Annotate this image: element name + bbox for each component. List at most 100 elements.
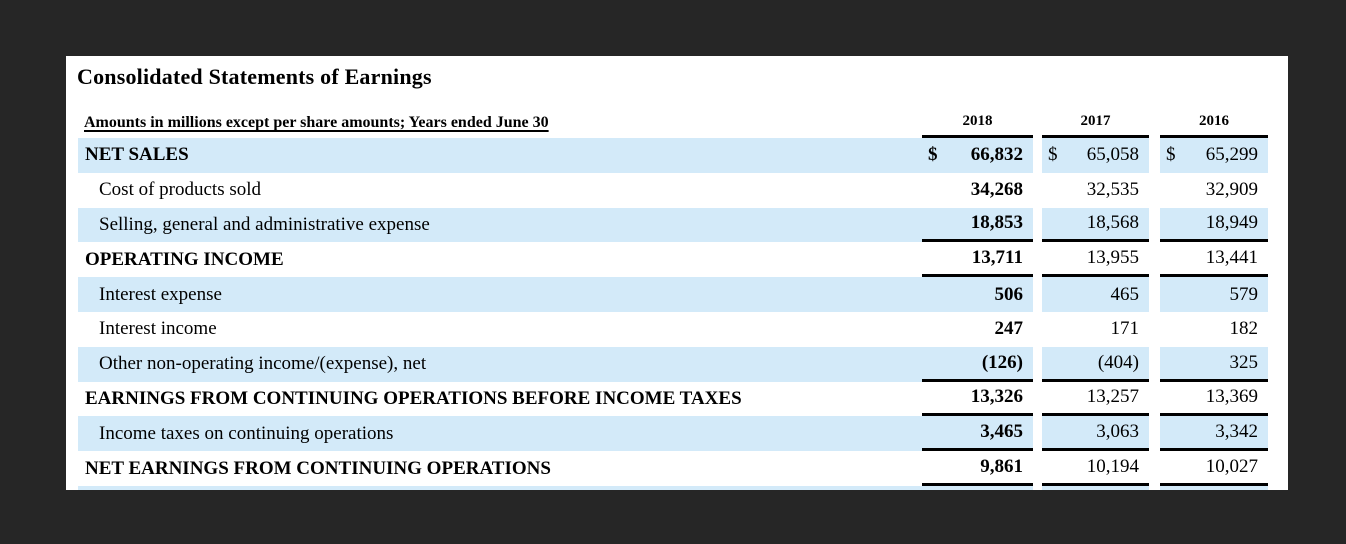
cell-value: 247: [994, 318, 1024, 340]
cell-2017: 465: [1042, 277, 1149, 312]
cell-2018: [922, 485, 1033, 490]
column-gap: [1149, 451, 1160, 486]
column-header-2016: 2016: [1160, 113, 1268, 138]
cell-2017: 18,568: [1042, 207, 1149, 243]
column-gap: [1149, 277, 1160, 312]
cell-value: 13,257: [1086, 386, 1139, 408]
cell-value: 506: [994, 283, 1024, 305]
cell-2016: 18,949: [1160, 207, 1268, 243]
cell-2018: 13,711: [922, 242, 1033, 278]
cell-2017: (404): [1042, 346, 1149, 382]
cell-2018: 34,268: [922, 173, 1033, 208]
cell-2018: (126): [922, 346, 1033, 382]
cell-value: 9,861: [980, 456, 1023, 478]
cell-value: 18,568: [1086, 212, 1139, 234]
cell-2018: 9,861: [922, 451, 1033, 486]
row-label: [78, 485, 922, 490]
column-gap: [1033, 485, 1042, 490]
cell-2016: 3,342: [1160, 416, 1268, 452]
cell-2017: 3,063: [1042, 416, 1149, 452]
table-header-row: Amounts in millions except per share amo…: [78, 96, 1268, 138]
column-gap: [1033, 346, 1042, 382]
cell-value: (126): [981, 351, 1023, 373]
table-row-other-non-operating: Other non-operating income/(expense), ne…: [78, 346, 1268, 382]
cell-value: 182: [1229, 318, 1259, 340]
cell-value: 65,299: [1205, 144, 1258, 166]
column-gap: [1149, 485, 1160, 490]
cell-value: 10,194: [1086, 456, 1139, 478]
row-label: OPERATING INCOME: [85, 248, 284, 270]
cell-value: 18,949: [1205, 212, 1258, 234]
row-label: NET SALES: [78, 138, 922, 173]
cell-2017: [1042, 485, 1149, 490]
cell-value: 13,955: [1086, 247, 1139, 269]
cell-2017: 10,194: [1042, 451, 1149, 486]
column-gap: [1149, 381, 1160, 417]
row-label: Income taxes on continuing operations: [78, 416, 922, 452]
cell-value: 579: [1229, 283, 1259, 305]
table-row-earnings-before-income-taxes: EARNINGS FROM CONTINUING OPERATIONS BEFO…: [78, 381, 1268, 417]
cell-value: 3,063: [1096, 421, 1139, 443]
cell-value: 10,027: [1205, 456, 1258, 478]
table-row-net-earnings-continuing: NET EARNINGS FROM CONTINUING OPERATIONS …: [78, 451, 1268, 486]
cell-value: 13,326: [970, 386, 1023, 408]
cell-value: (404): [1097, 351, 1139, 373]
column-gap: [1033, 242, 1042, 278]
row-label: Cost of products sold: [99, 179, 262, 201]
table-row-operating-income: OPERATING INCOME 13,711 13,955 13,441: [78, 242, 1268, 278]
column-header-2017: 2017: [1042, 113, 1149, 138]
column-gap: [1033, 172, 1042, 208]
row-label: Other non-operating income/(expense), ne…: [78, 346, 922, 382]
cell-2016: 10,027: [1160, 451, 1268, 486]
column-gap: [1149, 138, 1160, 173]
cell-value: 32,909: [1205, 179, 1258, 201]
cell-2017: 32,535: [1042, 173, 1149, 208]
cell-2017: 13,257: [1042, 382, 1149, 417]
column-gap: [1033, 138, 1042, 173]
row-label: Selling, general and administrative expe…: [78, 207, 922, 243]
row-label: EARNINGS FROM CONTINUING OPERATIONS BEFO…: [85, 387, 742, 409]
financial-statement-page: Consolidated Statements of Earnings Amou…: [66, 56, 1288, 490]
column-gap: [1033, 381, 1042, 417]
currency-symbol: $: [1166, 144, 1176, 166]
column-gap: [1149, 207, 1160, 243]
column-gap: [1149, 172, 1160, 208]
row-label: Interest income: [99, 318, 217, 340]
currency-symbol: $: [1048, 144, 1058, 166]
cell-2018: 247: [922, 312, 1033, 347]
cell-value: 34,268: [970, 179, 1023, 201]
cell-value: 13,369: [1205, 386, 1258, 408]
cell-value: 18,853: [970, 212, 1023, 234]
column-gap: [1033, 277, 1042, 312]
cell-value: 465: [1110, 283, 1140, 305]
cell-2018: 18,853: [922, 207, 1033, 243]
cell-value: 325: [1229, 351, 1259, 373]
column-gap: [1033, 311, 1042, 347]
table-row-income-taxes: Income taxes on continuing operations 3,…: [78, 416, 1268, 452]
row-label: NET EARNINGS FROM CONTINUING OPERATIONS: [85, 457, 551, 479]
cell-2016: 13,369: [1160, 382, 1268, 417]
statement-table: NET SALES $66,832 $65,058 $65,299 Cost o…: [78, 138, 1268, 490]
table-row-interest-expense: Interest expense 506 465 579: [78, 277, 1268, 312]
cell-2016: 32,909: [1160, 173, 1268, 208]
table-row-partially-visible: [78, 485, 1268, 490]
table-row-sga-expense: Selling, general and administrative expe…: [78, 207, 1268, 243]
cell-value: 65,058: [1086, 144, 1139, 166]
cell-2018: 13,326: [922, 382, 1033, 417]
cell-2018: 3,465: [922, 416, 1033, 452]
cell-value: 171: [1110, 318, 1140, 340]
cell-value: 32,535: [1086, 179, 1139, 201]
cell-2017: 13,955: [1042, 242, 1149, 278]
cell-2016: [1160, 485, 1268, 490]
column-gap: [1149, 242, 1160, 278]
cell-value: 66,832: [970, 144, 1023, 166]
table-row-cost-of-products-sold: Cost of products sold 34,268 32,535 32,9…: [78, 172, 1268, 208]
cell-2018: 506: [922, 277, 1033, 312]
page-title: Consolidated Statements of Earnings: [77, 64, 432, 89]
table-row-interest-income: Interest income 247 171 182: [78, 311, 1268, 347]
row-label: Interest expense: [78, 277, 922, 312]
column-gap: [1033, 207, 1042, 243]
cell-value: 13,711: [971, 247, 1023, 269]
column-gap: [1033, 451, 1042, 486]
column-gap: [1149, 346, 1160, 382]
